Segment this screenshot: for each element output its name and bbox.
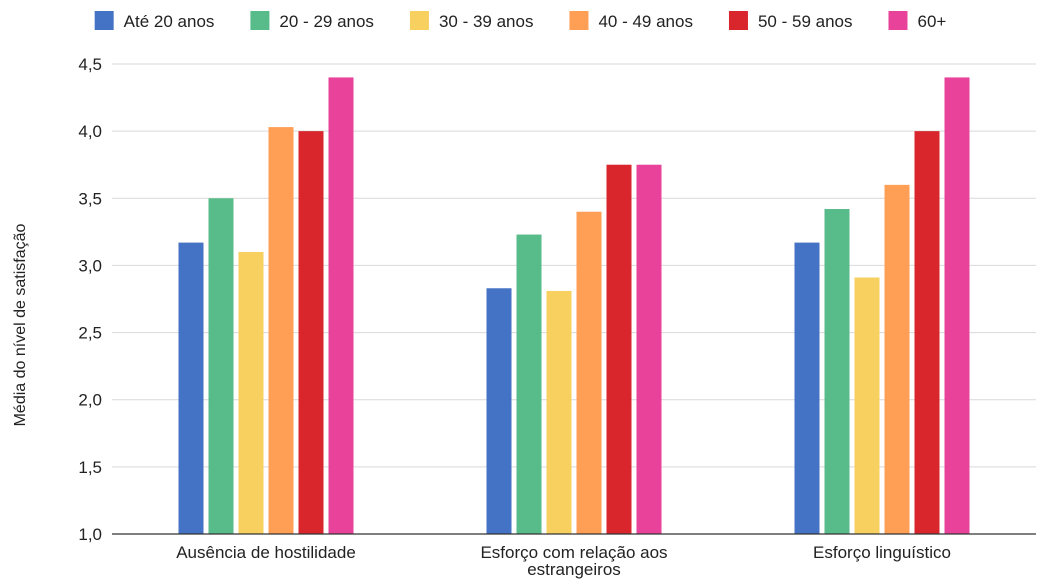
legend-label: 50 - 59 anos xyxy=(758,12,853,31)
x-axis-labels: Ausência de hostilidade Esforço com relaç… xyxy=(176,543,951,579)
legend-item: 60+ xyxy=(888,11,946,31)
legend-swatch xyxy=(409,11,429,30)
bar xyxy=(546,290,572,534)
y-tick-label: 2,0 xyxy=(78,391,102,410)
bar xyxy=(516,234,542,535)
y-tick-label: 1,0 xyxy=(78,525,102,544)
legend: Até 20 anos 20 - 29 anos 30 - 39 anos 40 - … xyxy=(94,11,946,31)
legend-label: Até 20 anos xyxy=(124,12,215,31)
bar xyxy=(824,209,850,534)
legend-label: 60+ xyxy=(917,12,946,31)
bar xyxy=(328,77,354,534)
bar xyxy=(178,242,204,534)
y-tick-label: 3,5 xyxy=(78,189,102,208)
gridlines xyxy=(112,63,1036,468)
legend-swatch xyxy=(94,11,114,30)
bar xyxy=(208,198,234,535)
bar xyxy=(914,131,940,534)
y-axis-ticks: 1,0 1,5 2,0 2,5 3,0 3,5 4,0 4,5 xyxy=(78,55,102,544)
bar xyxy=(854,277,880,534)
legend-item: 30 - 39 anos xyxy=(409,11,534,31)
y-tick-label: 2,5 xyxy=(78,324,102,343)
bar xyxy=(944,77,970,534)
y-tick-label: 4,5 xyxy=(78,55,102,74)
legend-swatch xyxy=(728,11,748,30)
legend-item: Até 20 anos xyxy=(94,11,215,31)
bar xyxy=(238,252,264,534)
legend-label: 30 - 39 anos xyxy=(439,12,534,31)
legend-swatch xyxy=(888,11,908,30)
legend-item: 40 - 49 anos xyxy=(569,11,693,31)
legend-label: 20 - 29 anos xyxy=(279,12,374,31)
bar xyxy=(606,164,632,534)
y-tick-label: 4,0 xyxy=(78,122,102,141)
legend-swatch xyxy=(250,11,270,30)
x-tick-label: Ausência de hostilidade xyxy=(176,543,356,562)
bar xyxy=(486,288,512,534)
bars xyxy=(178,77,970,535)
y-tick-label: 3,0 xyxy=(78,256,102,275)
legend-item: 50 - 59 anos xyxy=(728,11,853,31)
legend-label: 40 - 49 anos xyxy=(598,12,693,31)
bar xyxy=(884,184,910,534)
bar xyxy=(636,164,662,534)
y-tick-label: 1,5 xyxy=(78,458,102,477)
legend-swatch xyxy=(569,11,589,30)
bar xyxy=(268,127,294,534)
bar xyxy=(298,131,324,534)
x-tick-label: Esforço linguístico xyxy=(813,543,951,562)
legend-item: 20 - 29 anos xyxy=(250,11,374,31)
bar xyxy=(576,211,602,534)
x-tick-label: Esforço com relação aos estrangeiros xyxy=(480,543,667,579)
y-axis-title: Média do nível de satisfação xyxy=(12,224,29,427)
bar xyxy=(794,242,820,534)
